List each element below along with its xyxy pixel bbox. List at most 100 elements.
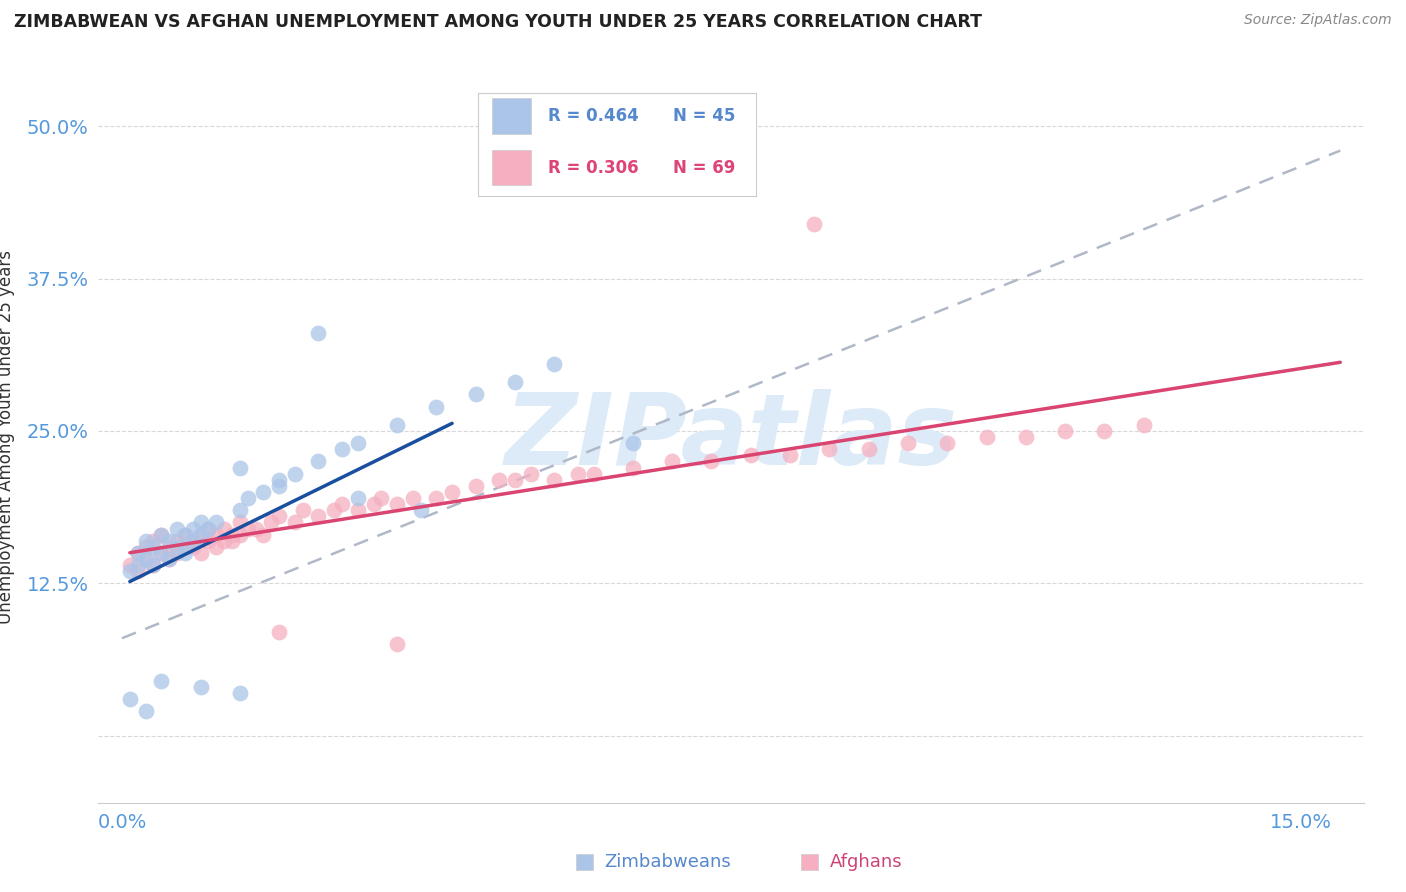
- Point: [803, 217, 825, 231]
- Point: [308, 454, 330, 468]
- Point: [229, 686, 252, 700]
- Point: [190, 527, 212, 541]
- Point: [166, 521, 188, 535]
- Point: [236, 521, 259, 535]
- Point: [229, 527, 252, 541]
- Point: [221, 527, 243, 541]
- Point: [166, 533, 188, 548]
- Point: [700, 454, 723, 468]
- Point: [567, 467, 589, 481]
- Point: [621, 436, 644, 450]
- Point: [425, 491, 447, 505]
- Point: [173, 540, 195, 554]
- Point: [1015, 430, 1038, 444]
- Point: [221, 533, 243, 548]
- Point: [503, 376, 526, 390]
- Point: [142, 533, 165, 548]
- Point: [519, 467, 541, 481]
- Point: [252, 485, 274, 500]
- Point: [127, 546, 149, 560]
- Point: [150, 546, 173, 560]
- Point: [897, 436, 920, 450]
- Point: [858, 442, 880, 457]
- Point: [173, 527, 195, 541]
- Point: [135, 552, 157, 566]
- Point: [346, 503, 368, 517]
- Point: [503, 473, 526, 487]
- Point: [190, 516, 212, 530]
- Point: [409, 503, 432, 517]
- Point: [621, 460, 644, 475]
- Point: [245, 521, 267, 535]
- Point: [330, 442, 353, 457]
- Point: [976, 430, 998, 444]
- Point: [157, 533, 180, 548]
- Point: [1132, 417, 1154, 432]
- Point: [464, 387, 486, 401]
- Y-axis label: Unemployment Among Youth under 25 years: Unemployment Among Youth under 25 years: [0, 250, 15, 624]
- Point: [936, 436, 959, 450]
- Point: [402, 491, 425, 505]
- Point: [205, 540, 228, 554]
- Text: ZIPatlas: ZIPatlas: [505, 389, 957, 485]
- Point: [150, 546, 173, 560]
- Point: [252, 527, 274, 541]
- Point: [543, 357, 565, 371]
- Point: [118, 564, 141, 578]
- Point: [330, 497, 353, 511]
- Point: [181, 533, 204, 548]
- Point: [205, 527, 228, 541]
- Point: [135, 540, 157, 554]
- Point: [205, 516, 228, 530]
- Point: [269, 479, 291, 493]
- Point: [157, 552, 180, 566]
- Text: ZIMBABWEAN VS AFGHAN UNEMPLOYMENT AMONG YOUTH UNDER 25 YEARS CORRELATION CHART: ZIMBABWEAN VS AFGHAN UNEMPLOYMENT AMONG …: [14, 13, 981, 31]
- Point: [190, 527, 212, 541]
- Point: [323, 503, 346, 517]
- Point: [385, 417, 408, 432]
- Point: [269, 473, 291, 487]
- Point: [385, 497, 408, 511]
- Point: [212, 521, 235, 535]
- Point: [818, 442, 841, 457]
- Point: [157, 552, 180, 566]
- Point: [190, 546, 212, 560]
- Point: [212, 533, 235, 548]
- Point: [661, 454, 683, 468]
- Point: [118, 558, 141, 573]
- Point: [740, 449, 762, 463]
- Point: [308, 326, 330, 341]
- Point: [425, 400, 447, 414]
- Point: [229, 503, 252, 517]
- Point: [127, 564, 149, 578]
- Point: [582, 467, 605, 481]
- Point: [269, 625, 291, 640]
- Point: [181, 533, 204, 548]
- Point: [464, 479, 486, 493]
- Point: [370, 491, 392, 505]
- Point: [308, 509, 330, 524]
- Point: [135, 705, 157, 719]
- Point: [190, 680, 212, 694]
- Point: [142, 558, 165, 573]
- Point: [197, 521, 219, 535]
- Point: [284, 467, 307, 481]
- Point: [488, 473, 510, 487]
- Point: [543, 473, 565, 487]
- Point: [150, 673, 173, 688]
- Point: [441, 485, 464, 500]
- Point: [181, 540, 204, 554]
- Point: [363, 497, 385, 511]
- Point: [291, 503, 314, 517]
- Point: [118, 692, 141, 706]
- Point: [135, 552, 157, 566]
- Point: [135, 533, 157, 548]
- Point: [1094, 424, 1116, 438]
- Point: [197, 521, 219, 535]
- Point: [142, 558, 165, 573]
- Point: [779, 449, 801, 463]
- Point: [260, 516, 283, 530]
- Point: [229, 460, 252, 475]
- Point: [166, 540, 188, 554]
- Point: [150, 527, 173, 541]
